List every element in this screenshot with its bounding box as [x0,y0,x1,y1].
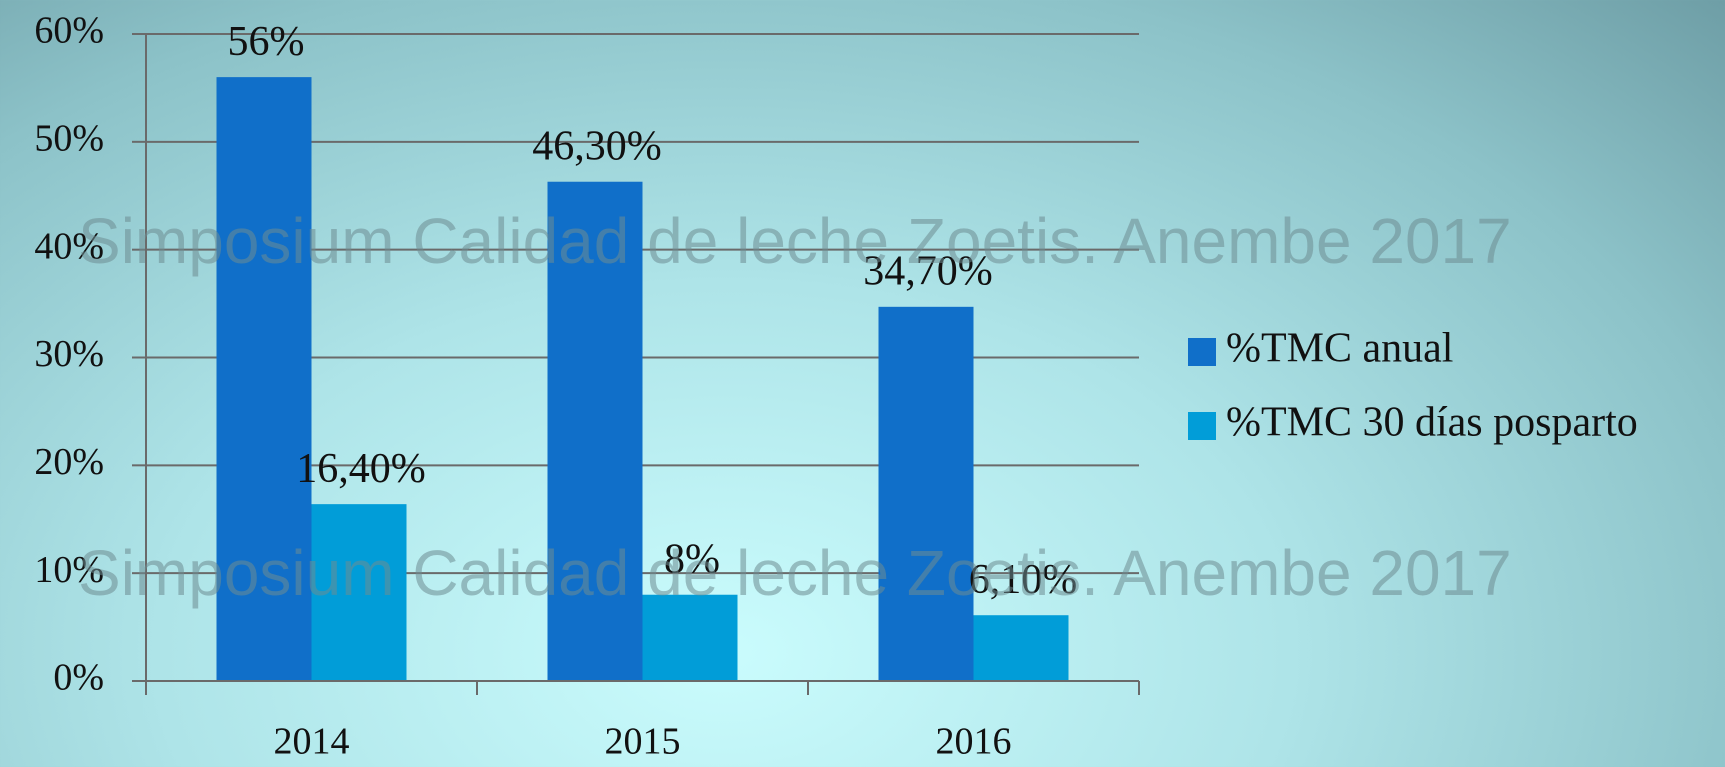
watermark: Simposium Calidad de leche Zoetis. Anemb… [78,537,1512,609]
x-tick-label: 2016 [936,721,1012,763]
data-label: 6,10% [969,557,1078,603]
legend-label: %TMC anual [1226,326,1453,372]
bar [547,181,643,681]
x-tick-label: 2014 [274,721,350,763]
data-label: 16,40% [296,446,426,492]
bar [878,306,974,681]
data-label: 56% [228,19,305,65]
y-tick-label: 60% [34,10,104,52]
y-tick-label: 0% [53,657,104,699]
y-tick-label: 40% [34,225,104,267]
y-tick-label: 10% [34,549,104,591]
legend-swatch [1188,412,1216,440]
y-tick-label: 50% [34,118,104,160]
legend-label: %TMC 30 días posparto [1226,400,1638,446]
y-tick-label: 30% [34,333,104,375]
bar [216,77,312,682]
bar [973,615,1069,681]
x-tick-label: 2015 [605,721,681,763]
data-label: 46,30% [532,123,662,169]
bar [311,504,407,681]
data-label: 34,70% [863,248,993,294]
legend-swatch [1188,338,1216,366]
y-tick-label: 20% [34,441,104,483]
bar [642,594,738,681]
watermark: Simposium Calidad de leche Zoetis. Anemb… [78,205,1512,277]
data-label: 8% [664,536,720,582]
